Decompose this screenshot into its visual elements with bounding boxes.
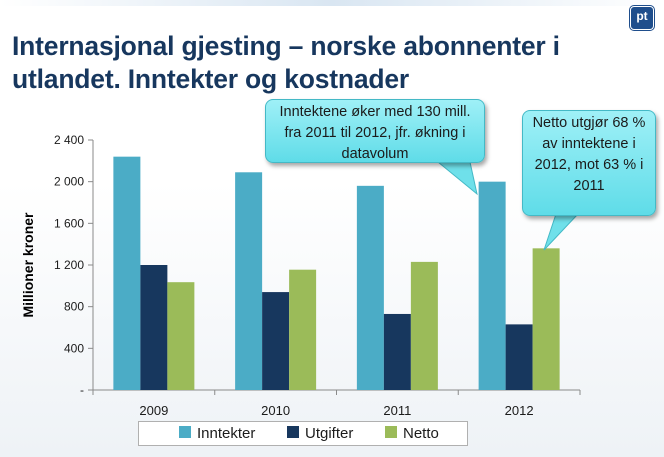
- bar-utgifter-2012: [505, 324, 533, 390]
- legend-item-utgifter: Utgifter: [287, 425, 353, 443]
- callout-revenue-growth: Inntektene øker med 130 mill. fra 2011 t…: [265, 99, 485, 163]
- bar-netto-2012: [532, 248, 560, 390]
- chart-legend: Inntekter Utgifter Netto: [138, 421, 468, 446]
- y-tick-label: 2 400: [54, 133, 84, 147]
- slide-title-line-2: utlandet. Inntekter og kostnader: [12, 64, 410, 94]
- legend-item-netto: Netto: [385, 425, 439, 443]
- bar-netto-2009: [167, 282, 195, 390]
- legend-label-netto: Netto: [403, 425, 439, 442]
- top-bar: [0, 0, 664, 6]
- bar-inntekter-2010: [235, 172, 263, 390]
- callout-net-share: Netto utgjør 68 % av inntektene i 2012, …: [522, 110, 656, 216]
- y-tick-label: 1 600: [54, 216, 84, 230]
- legend-swatch-inntekter: [179, 426, 191, 439]
- x-tick-label: 2009: [139, 403, 168, 418]
- slide-title: Internasjonal gjesting – norske abonnent…: [12, 30, 612, 96]
- bar-utgifter-2011: [383, 313, 411, 390]
- x-tick-label: 2011: [383, 403, 411, 418]
- callout-1-pointer: [436, 161, 478, 196]
- legend-label-utgifter: Utgifter: [305, 425, 354, 442]
- y-tick-label: -: [80, 383, 84, 397]
- pt-logo: pt: [630, 6, 654, 30]
- bar-netto-2011: [410, 261, 438, 390]
- bar-inntekter-2011: [356, 185, 384, 390]
- y-tick-label: 1 200: [54, 258, 84, 272]
- legend-swatch-netto: [385, 426, 397, 439]
- y-tick-label: 400: [64, 341, 84, 355]
- callout-2-pointer: [543, 213, 580, 251]
- bar-utgifter-2010: [262, 292, 290, 390]
- x-tick-label: 2010: [261, 403, 290, 418]
- legend-label-inntekter: Inntekter: [197, 425, 256, 442]
- slide-title-line-1: Internasjonal gjesting – norske abonnent…: [12, 31, 560, 61]
- legend-swatch-utgifter: [287, 426, 299, 439]
- bar-utgifter-2009: [140, 265, 168, 390]
- y-tick-label: 800: [64, 300, 84, 314]
- bar-inntekter-2009: [113, 156, 141, 390]
- y-axis-title: Millioner kroner: [20, 212, 36, 318]
- y-tick-label: 2 000: [54, 175, 84, 189]
- legend-item-inntekter: Inntekter: [179, 425, 255, 443]
- pt-logo-text: pt: [636, 9, 648, 23]
- bar-inntekter-2012: [478, 181, 506, 390]
- bar-netto-2010: [289, 269, 317, 390]
- x-tick-label: 2012: [505, 403, 534, 418]
